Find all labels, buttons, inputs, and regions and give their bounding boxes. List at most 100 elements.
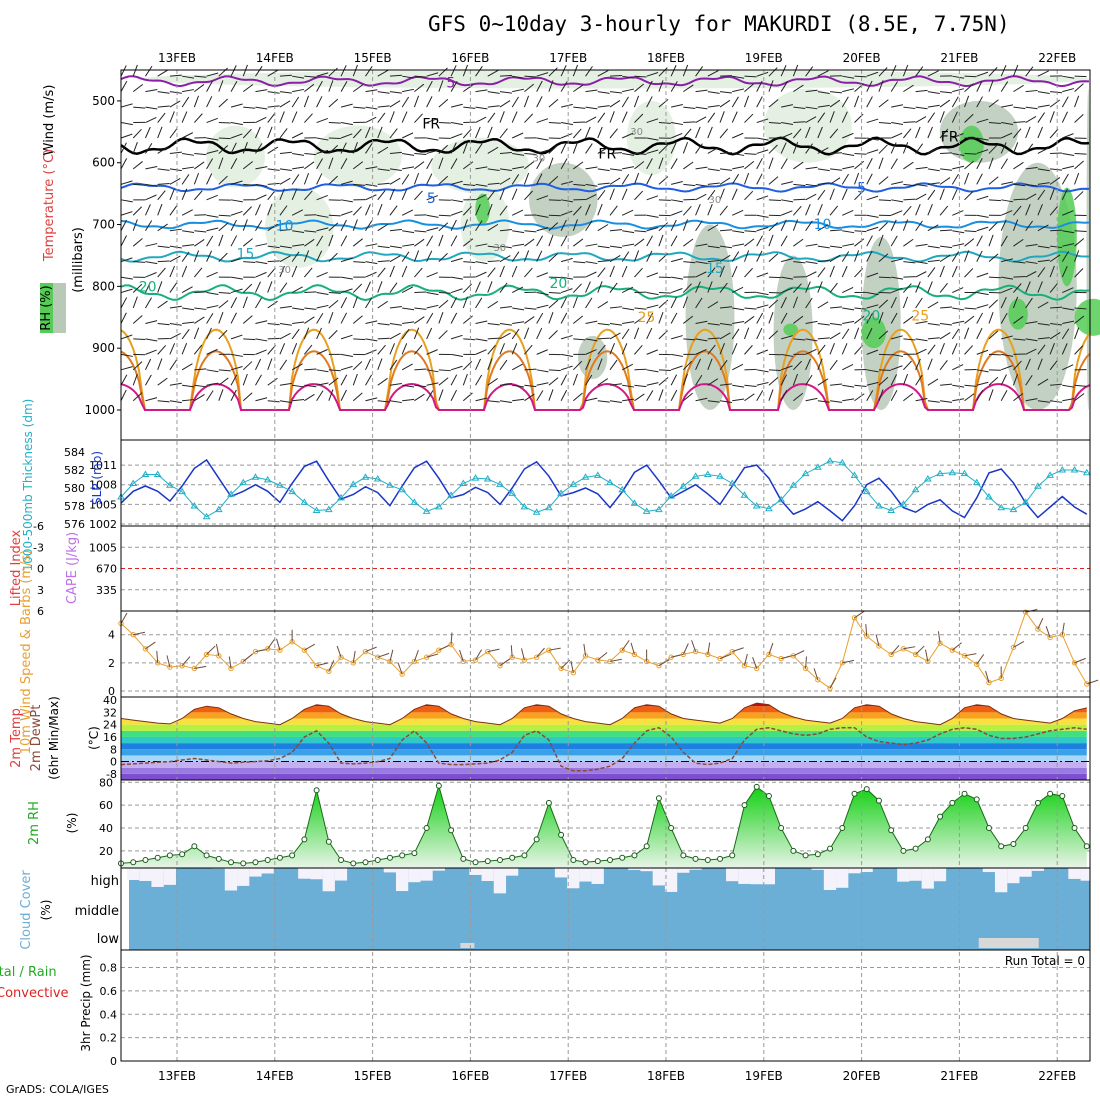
- wind-barb: [670, 210, 683, 216]
- wind-barb: [206, 117, 218, 124]
- wind-barb: [817, 259, 830, 263]
- wind-barb: [1062, 133, 1074, 139]
- wind-barb: [817, 322, 830, 326]
- wind-barb: [548, 369, 561, 372]
- cloud-gap-11: [261, 868, 274, 874]
- wind-barb: [414, 393, 425, 402]
- wind-barb: [805, 143, 813, 154]
- wind-barb: [927, 281, 933, 293]
- wind-barb: [670, 297, 677, 309]
- rh-marker-69: [961, 790, 968, 797]
- wind-barb: [340, 122, 353, 126]
- wind-barb: [1013, 393, 1024, 402]
- cloud-gap-35: [554, 868, 568, 878]
- cloud-gap-42: [640, 868, 653, 872]
- wind-barb: [548, 67, 558, 77]
- wind-barb: [438, 67, 448, 77]
- wind-barb: [267, 112, 276, 123]
- wind-barb: [462, 392, 473, 402]
- wind-barb: [940, 245, 953, 249]
- wind-barb: [413, 172, 420, 185]
- wind-barb: [634, 230, 647, 233]
- wind-barb: [426, 118, 439, 124]
- wind-barb: [243, 106, 256, 109]
- surface-barb-40: [609, 658, 622, 662]
- wind-barb: [1025, 66, 1034, 77]
- wind-barb: [829, 332, 841, 340]
- wind-barb: [621, 96, 629, 108]
- wind-barb: [878, 199, 891, 202]
- wind-barb: [536, 390, 544, 401]
- wind-barb: [292, 166, 305, 170]
- wind-barb: [206, 96, 213, 108]
- wind-barb: [145, 117, 157, 123]
- wind-barb: [964, 327, 970, 340]
- wind-barb: [951, 265, 958, 278]
- ytick-pressure-900: 900: [92, 341, 115, 355]
- wind-barb: [902, 373, 909, 386]
- wind-barb: [206, 390, 214, 401]
- wind-barb: [267, 203, 273, 216]
- rh-marker-36: [558, 831, 565, 838]
- wind-barb: [340, 288, 353, 294]
- wind-barb: [964, 268, 974, 278]
- wind-barb: [328, 122, 341, 124]
- wind-barb: [976, 214, 989, 218]
- thk-marker-71: [985, 493, 993, 500]
- wind-barb: [671, 181, 683, 185]
- wind-barb: [646, 250, 653, 262]
- wind-barb: [157, 203, 163, 216]
- wind-barb: [340, 65, 347, 77]
- wind-barb: [1074, 191, 1084, 201]
- wind-barb: [548, 175, 559, 185]
- cloud-gap-44: [664, 868, 678, 892]
- wind-barb: [548, 122, 561, 124]
- wind-barb: [683, 392, 693, 402]
- rh-marker-60: [851, 790, 858, 797]
- surface-barb-31: [499, 658, 511, 667]
- surface-barb-49: [719, 653, 732, 660]
- wind-barb: [829, 177, 841, 185]
- wind-barb: [426, 137, 439, 141]
- wind-barb: [964, 345, 974, 355]
- wind-barb: [572, 64, 579, 77]
- wind-barb: [377, 260, 390, 263]
- rh-marker-38: [582, 859, 589, 866]
- wind-barb: [206, 271, 218, 278]
- wind-barb: [927, 344, 936, 355]
- wind-barb: [597, 400, 610, 403]
- wind-barb: [744, 172, 750, 185]
- wind-barb: [536, 235, 544, 247]
- wind-barb: [303, 95, 310, 108]
- wind-barb: [646, 369, 659, 373]
- wind-barb: [890, 81, 899, 92]
- wind-barb: [682, 219, 689, 231]
- wind-barb: [487, 344, 496, 355]
- wind-barb: [964, 250, 970, 262]
- wind-barb: [426, 304, 439, 309]
- wind-barb: [389, 305, 402, 309]
- wind-barb: [365, 194, 377, 201]
- wind-barb: [1013, 316, 1024, 324]
- wind-barb: [377, 267, 386, 278]
- wind-barb: [609, 306, 622, 309]
- wind-barb: [279, 359, 288, 371]
- thk-marker-9: [227, 490, 235, 497]
- rh-shade-15: [475, 193, 490, 225]
- wind-barb: [120, 199, 133, 203]
- wind-barb: [1001, 287, 1013, 294]
- wind-barb: [475, 338, 488, 342]
- thk-marker-54: [777, 495, 786, 503]
- wind-barb: [438, 292, 451, 294]
- wind-barb: [805, 106, 818, 110]
- wind-barb: [402, 75, 415, 79]
- wind-barb: [1049, 282, 1059, 293]
- wind-barb: [988, 312, 994, 324]
- wind-barb: [732, 132, 744, 139]
- wind-barb: [365, 220, 373, 231]
- wind-barb: [597, 224, 609, 232]
- wind-barb: [511, 188, 518, 201]
- wind-barb: [988, 157, 994, 170]
- wind-barb: [658, 299, 669, 309]
- wind-barb: [976, 369, 989, 373]
